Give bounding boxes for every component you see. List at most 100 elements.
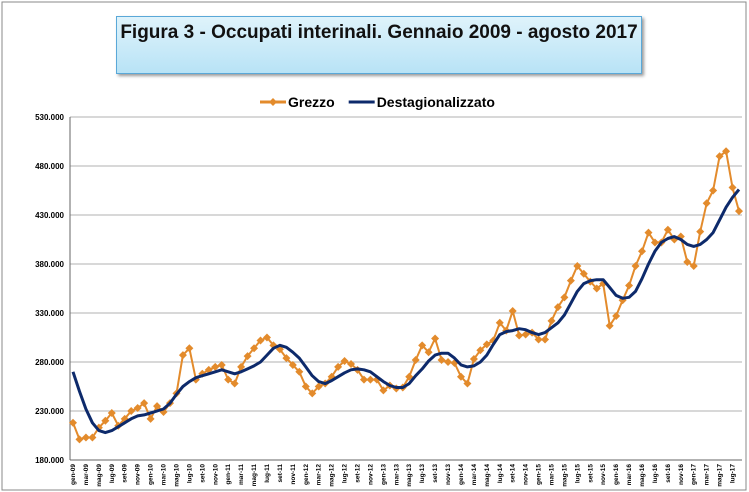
x-tick-label: mag-11: [251, 464, 258, 487]
point-marker: [262, 333, 271, 342]
x-tick-label: set-10: [199, 464, 206, 483]
x-tick-label: set-12: [355, 464, 362, 483]
point-marker: [334, 362, 343, 371]
point-marker: [282, 354, 291, 363]
y-tick-label: 430.000: [35, 211, 64, 220]
series-line: [71, 188, 741, 435]
point-marker: [482, 340, 491, 349]
point-marker: [379, 386, 388, 395]
x-tick-label: set-13: [432, 464, 439, 483]
point-marker: [683, 258, 692, 267]
point-marker: [405, 372, 414, 381]
x-tick-label: set-09: [122, 464, 129, 483]
x-tick-label: mar-09: [83, 464, 90, 486]
point-marker: [437, 356, 446, 365]
point-marker: [605, 321, 614, 330]
x-tick-label: mag-12: [329, 464, 336, 487]
x-tick-label: mag-10: [173, 464, 180, 487]
x-tick-label: set-15: [587, 464, 594, 483]
point-marker: [689, 261, 698, 270]
point-marker: [75, 435, 84, 444]
point-marker: [288, 360, 297, 369]
point-marker: [515, 331, 524, 340]
point-marker: [314, 382, 323, 391]
point-marker: [702, 199, 711, 208]
point-marker: [101, 416, 110, 425]
x-tick-label: mag-17: [717, 464, 724, 487]
x-tick-label: lug-14: [497, 464, 504, 484]
point-marker: [476, 346, 485, 355]
x-tick-label: mag-14: [484, 464, 491, 487]
x-tick-label: gen-13: [380, 464, 387, 485]
x-tick-label: nov-12: [367, 464, 374, 485]
y-tick-label: 530.000: [35, 113, 64, 122]
x-tick-label: set-14: [510, 464, 517, 483]
point-marker: [301, 382, 310, 391]
point-marker: [107, 408, 116, 417]
x-tick-label: nov-16: [678, 464, 685, 485]
point-marker: [631, 261, 640, 270]
point-marker: [566, 276, 575, 285]
x-tick-label: lug-09: [109, 464, 116, 484]
point-marker: [217, 360, 226, 369]
point-marker: [133, 404, 142, 413]
x-tick-label: lug-15: [574, 464, 581, 484]
point-marker: [495, 318, 504, 327]
point-marker: [722, 147, 731, 156]
x-tick-label: mar-13: [393, 464, 400, 486]
point-marker: [88, 433, 97, 442]
x-tick-label: nov-15: [600, 464, 607, 485]
x-tick-label: nov-10: [212, 464, 219, 485]
point-marker: [185, 344, 194, 353]
point-marker: [295, 367, 304, 376]
point-marker: [444, 358, 453, 366]
point-marker: [728, 183, 737, 192]
y-tick-label: 380.000: [35, 260, 64, 269]
point-marker: [625, 281, 634, 290]
x-tick-label: mar-14: [471, 464, 478, 486]
point-marker: [560, 293, 569, 302]
point-marker: [211, 362, 220, 371]
x-tick-label: gen-14: [458, 464, 465, 485]
x-tick-label: nov-11: [290, 464, 297, 485]
x-tick-label: gen-16: [613, 464, 620, 485]
x-tick-label: gen-12: [303, 464, 310, 485]
point-marker: [411, 356, 420, 365]
x-tick-label: gen-10: [148, 464, 155, 485]
point-marker: [424, 348, 433, 357]
x-tick-label: mag-16: [639, 464, 646, 487]
x-tick-label: mar-17: [704, 464, 711, 486]
y-tick-label: 230.000: [35, 407, 64, 416]
point-marker: [359, 375, 368, 384]
point-marker: [541, 335, 550, 344]
x-tick-label: gen-09: [70, 464, 77, 485]
legend-label: Destagionalizzato: [377, 94, 495, 110]
x-tick-label: lug-10: [186, 464, 193, 484]
point-marker: [663, 225, 672, 234]
x-tick-label: lug-11: [264, 464, 271, 483]
point-marker: [146, 414, 155, 423]
legend-marker: [269, 98, 277, 106]
point-marker: [456, 372, 465, 381]
point-marker: [153, 402, 162, 411]
x-tick-label: lug-17: [730, 464, 737, 484]
x-tick-label: gen-11: [225, 464, 232, 485]
point-marker: [418, 341, 427, 350]
point-marker: [431, 334, 440, 343]
x-tick-label: lug-12: [342, 464, 349, 484]
x-tick-label: set-11: [277, 464, 284, 483]
point-marker: [709, 186, 718, 195]
x-tick-label: lug-16: [652, 464, 659, 484]
point-marker: [553, 303, 562, 312]
point-marker: [308, 389, 317, 398]
x-tick-label: mag-09: [96, 464, 103, 487]
point-marker: [638, 247, 647, 256]
point-marker: [127, 407, 136, 415]
y-tick-label: 280.000: [35, 358, 64, 367]
point-marker: [178, 351, 187, 360]
legend-label: Grezzo: [288, 94, 335, 110]
x-tick-label: gen-15: [536, 464, 543, 485]
